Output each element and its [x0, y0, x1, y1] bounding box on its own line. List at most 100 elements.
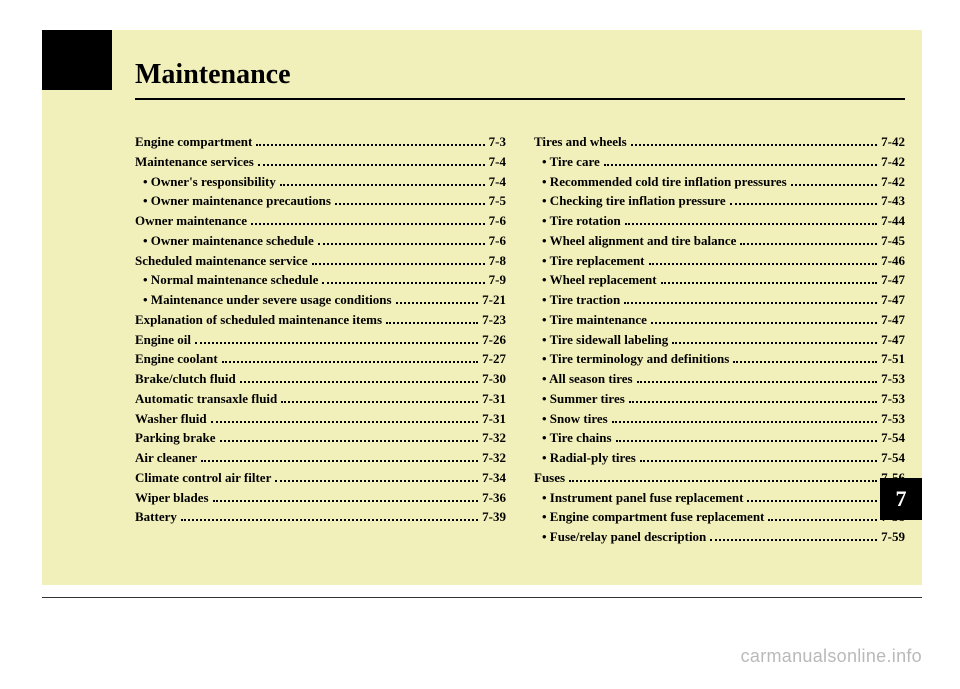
- toc-page: 7-36: [482, 488, 506, 508]
- toc-label: Parking brake: [135, 428, 216, 448]
- toc-leader-dots: [396, 302, 479, 304]
- toc-row: Engine compartment 7-3: [135, 132, 506, 152]
- toc-page: 7-46: [881, 251, 905, 271]
- toc-label: • Tire chains: [542, 428, 612, 448]
- toc-row: • Tire replacement 7-46: [534, 251, 905, 271]
- toc-row: • All season tires7-53: [534, 369, 905, 389]
- toc-leader-dots: [768, 519, 877, 521]
- toc-leader-dots: [604, 164, 877, 166]
- toc-label: • Fuse/relay panel description: [542, 527, 706, 547]
- toc-page: 7-43: [881, 191, 905, 211]
- toc-label: • Owner maintenance schedule: [143, 231, 314, 251]
- toc-label: • Wheel alignment and tire balance: [542, 231, 736, 251]
- toc-label: • Normal maintenance schedule: [143, 270, 318, 290]
- toc-page: 7-34: [482, 468, 506, 488]
- toc-row: • Radial-ply tires7-54: [534, 448, 905, 468]
- toc-leader-dots: [322, 282, 484, 284]
- toc-row: Brake/clutch fluid7-30: [135, 369, 506, 389]
- toc-leader-dots: [625, 223, 877, 225]
- toc-leader-dots: [201, 460, 478, 462]
- toc-row: Fuses7-56: [534, 468, 905, 488]
- toc-page: 7-47: [881, 270, 905, 290]
- toc-label: • Snow tires: [542, 409, 608, 429]
- toc-row: Battery7-39: [135, 507, 506, 527]
- toc-page: 7-47: [881, 290, 905, 310]
- toc-row: • Engine compartment fuse replacement7-5…: [534, 507, 905, 527]
- toc-label: • Tire replacement: [542, 251, 645, 271]
- toc-label: • Checking tire inflation pressure: [542, 191, 726, 211]
- toc-page: 7-53: [881, 409, 905, 429]
- toc-page: 7-54: [881, 428, 905, 448]
- toc-leader-dots: [710, 539, 877, 541]
- toc-row: Wiper blades 7-36: [135, 488, 506, 508]
- toc-page: 7-6: [489, 211, 506, 231]
- toc-row: • Owner's responsibility7-4: [135, 172, 506, 192]
- toc-leader-dots: [733, 361, 877, 363]
- toc-leader-dots: [672, 342, 877, 344]
- toc-label: • Tire sidewall labeling: [542, 330, 668, 350]
- toc-leader-dots: [280, 184, 485, 186]
- toc-leader-dots: [747, 500, 877, 502]
- toc-leader-dots: [240, 381, 478, 383]
- toc-leader-dots: [640, 460, 877, 462]
- toc-page: 7-47: [881, 330, 905, 350]
- toc-leader-dots: [386, 322, 478, 324]
- toc-row: • Owner maintenance schedule 7-6: [135, 231, 506, 251]
- watermark: carmanualsonline.info: [741, 646, 922, 667]
- toc-label: Battery: [135, 507, 177, 527]
- toc-row: • Tire rotation7-44: [534, 211, 905, 231]
- page-title: Maintenance: [135, 59, 291, 91]
- toc-label: • Tire traction: [542, 290, 620, 310]
- toc-row: • Maintenance under severe usage conditi…: [135, 290, 506, 310]
- toc-leader-dots: [213, 500, 479, 502]
- toc-label: • Tire care: [542, 152, 600, 172]
- toc-row: • Fuse/relay panel description7-59: [534, 527, 905, 547]
- toc-page: 7-4: [489, 172, 506, 192]
- toc-leader-dots: [275, 480, 478, 482]
- toc-leader-dots: [220, 440, 479, 442]
- toc-row: Air cleaner7-32: [135, 448, 506, 468]
- toc-label: Wiper blades: [135, 488, 209, 508]
- toc-label: Explanation of scheduled maintenance ite…: [135, 310, 382, 330]
- toc-row: Engine coolant7-27: [135, 349, 506, 369]
- toc-label: Climate control air filter: [135, 468, 271, 488]
- toc-label: • Instrument panel fuse replacement: [542, 488, 743, 508]
- toc-row: • Tire maintenance7-47: [534, 310, 905, 330]
- toc-leader-dots: [649, 263, 878, 265]
- toc-leader-dots: [791, 184, 877, 186]
- toc-row: Engine oil7-26: [135, 330, 506, 350]
- toc-leader-dots: [616, 440, 878, 442]
- toc-row: • Checking tire inflation pressure 7-43: [534, 191, 905, 211]
- chapter-number: 7: [896, 486, 907, 512]
- toc-label: Fuses: [534, 468, 565, 488]
- toc-page: 7-54: [881, 448, 905, 468]
- toc-page: 7-3: [489, 132, 506, 152]
- toc-row: Washer fluid 7-31: [135, 409, 506, 429]
- toc-row: • Tire care 7-42: [534, 152, 905, 172]
- toc-leader-dots: [211, 421, 479, 423]
- toc-row: • Tire terminology and definitions7-51: [534, 349, 905, 369]
- title-rule: [135, 98, 905, 100]
- toc-page: 7-31: [482, 409, 506, 429]
- toc-row: • Snow tires 7-53: [534, 409, 905, 429]
- toc-column-left: Engine compartment7-3Maintenance service…: [135, 132, 506, 547]
- corner-block: [42, 30, 112, 90]
- toc-row: • Wheel alignment and tire balance7-45: [534, 231, 905, 251]
- toc-label: Tires and wheels: [534, 132, 627, 152]
- toc-label: • Recommended cold tire inflation pressu…: [542, 172, 787, 192]
- toc-row: Automatic transaxle fluid7-31: [135, 389, 506, 409]
- toc-leader-dots: [281, 401, 478, 403]
- toc-row: Tires and wheels7-42: [534, 132, 905, 152]
- toc-label: Engine coolant: [135, 349, 218, 369]
- toc-leader-dots: [251, 223, 485, 225]
- toc-label: Washer fluid: [135, 409, 207, 429]
- toc-page: 7-23: [482, 310, 506, 330]
- toc-page: 7-42: [881, 152, 905, 172]
- toc-label: • Wheel replacement: [542, 270, 657, 290]
- toc-page: 7-6: [489, 231, 506, 251]
- toc-leader-dots: [661, 282, 878, 284]
- toc-leader-dots: [181, 519, 478, 521]
- toc-leader-dots: [730, 203, 877, 205]
- toc-label: Engine compartment: [135, 132, 252, 152]
- toc-leader-dots: [637, 381, 878, 383]
